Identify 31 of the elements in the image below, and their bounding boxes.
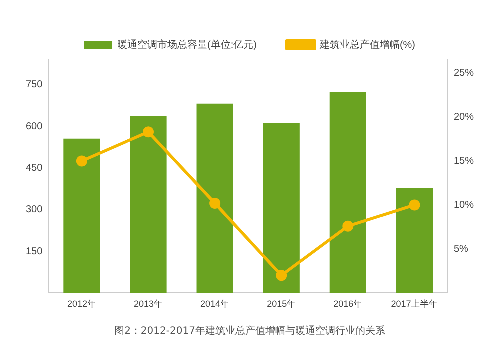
y-tick-label: 750 (26, 80, 44, 91)
x-tick-label: 2017上半年 (391, 299, 438, 310)
point (409, 200, 420, 211)
legend-label: 暖通空调市场总容量(单位:亿元) (118, 38, 257, 51)
point (342, 220, 354, 232)
y2-tick-label: 5% (454, 244, 469, 255)
y2-tick-label: 25% (454, 68, 474, 79)
bar (196, 104, 234, 294)
y-tick-label: 450 (26, 163, 44, 174)
y2-tick-label: 10% (454, 200, 474, 211)
x-tick-label: 2012年 (67, 299, 96, 310)
x-tick-label: 2015年 (267, 299, 296, 310)
point (143, 126, 154, 138)
x-tick-label: 2016年 (334, 299, 363, 310)
caption: 图2：2012-2017年建筑业总产值增幅与暖通空调行业的关系 (114, 324, 386, 338)
bar (64, 138, 100, 294)
x-tick-label: 2013年 (134, 299, 164, 310)
legend-label: 建筑业总产值增幅(%) (318, 38, 416, 51)
y2-tick-label: 20% (454, 112, 474, 123)
x-tick-label: 2014年 (200, 299, 230, 310)
bar (263, 123, 300, 294)
bar (396, 188, 434, 294)
y-tick-label: 150 (26, 246, 44, 258)
point (76, 156, 88, 167)
bar (330, 92, 366, 294)
point (276, 270, 288, 282)
point (210, 198, 221, 209)
bar (130, 116, 167, 294)
y2-tick-label: 15% (454, 156, 474, 167)
y-tick-label: 300 (26, 204, 44, 216)
y-tick-label: 600 (26, 121, 44, 132)
